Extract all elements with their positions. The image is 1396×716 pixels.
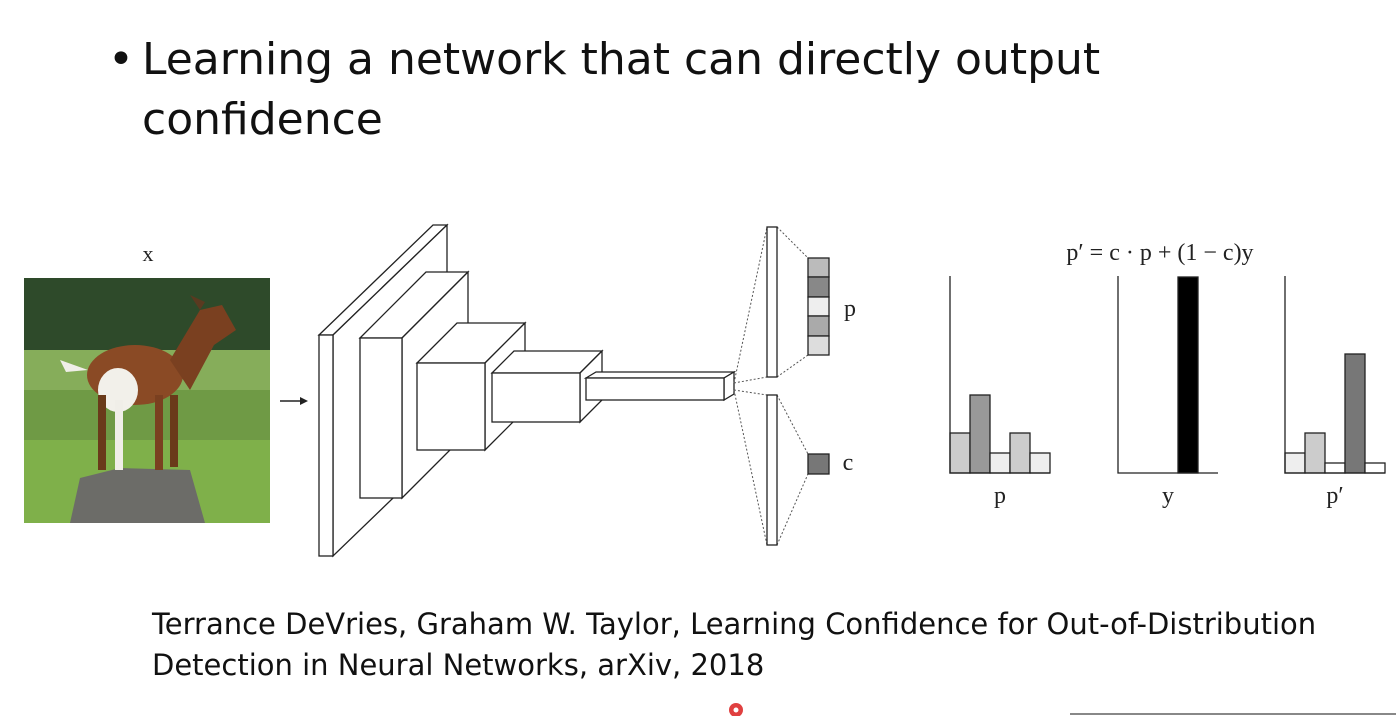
goat-image xyxy=(24,278,270,523)
bullet-dot: • xyxy=(108,34,134,85)
diagram: x p c p′ = c · p + (1 − c)y xyxy=(24,223,1386,558)
citation-line: Detection in Neural Networks, arXiv, 201… xyxy=(152,648,765,682)
bullet-text: Learning a network that can directly out… xyxy=(142,34,1101,145)
chart-label: y xyxy=(1162,483,1174,509)
formula: p′ = c · p + (1 − c)y xyxy=(1066,240,1253,266)
projection-lines xyxy=(733,226,809,546)
citation-line: Terrance DeVries, Graham W. Taylor, Lear… xyxy=(152,607,1317,641)
cnn-blocks xyxy=(317,223,737,558)
arrow xyxy=(280,397,308,405)
c-label: c xyxy=(843,450,854,476)
output-vectors xyxy=(766,226,830,546)
bar-illustrations xyxy=(949,276,1386,474)
chart-label: p′ xyxy=(1326,483,1343,509)
p-label: p xyxy=(844,296,856,322)
citation: Terrance DeVries, Graham W. Taylor, Lear… xyxy=(152,604,1316,686)
input-label: x xyxy=(143,241,154,266)
cursor-dot-center xyxy=(733,707,739,713)
chart-label: p xyxy=(994,483,1006,509)
